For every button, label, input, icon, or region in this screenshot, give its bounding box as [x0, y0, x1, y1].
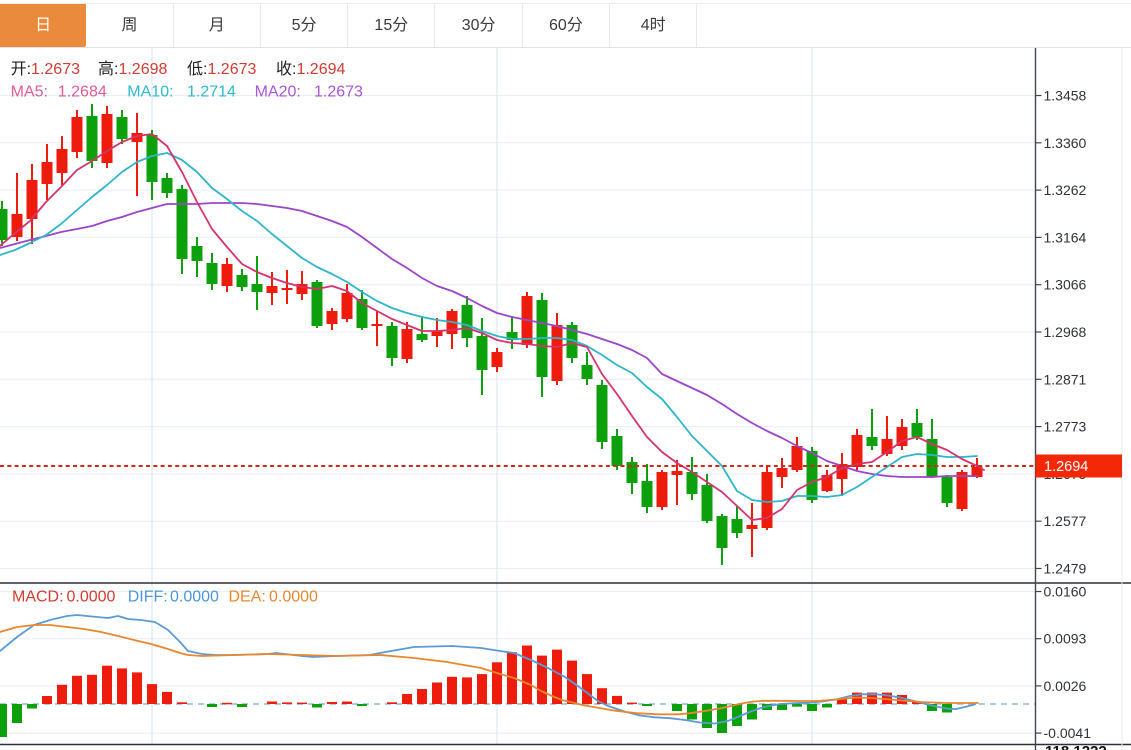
svg-text:118.1222: 118.1222: [1045, 743, 1107, 750]
svg-text:1.3262: 1.3262: [1044, 182, 1087, 198]
svg-text:1.3458: 1.3458: [1044, 88, 1087, 104]
svg-text:1.2773: 1.2773: [1044, 419, 1087, 435]
svg-text:0.0093: 0.0093: [1044, 631, 1087, 647]
svg-text:1.2694: 1.2694: [1044, 459, 1088, 475]
svg-text:0.0026: 0.0026: [1044, 678, 1087, 694]
svg-text:0.0160: 0.0160: [1044, 584, 1087, 600]
svg-text:1.3360: 1.3360: [1044, 135, 1087, 151]
svg-text:1.2577: 1.2577: [1044, 513, 1087, 529]
svg-text:-0.0041: -0.0041: [1044, 725, 1092, 741]
svg-text:1.2479: 1.2479: [1044, 561, 1087, 577]
svg-text:1.2968: 1.2968: [1044, 324, 1087, 340]
svg-text:1.2871: 1.2871: [1044, 371, 1087, 387]
svg-text:1.3164: 1.3164: [1044, 229, 1087, 245]
svg-text:1.3066: 1.3066: [1044, 277, 1087, 293]
